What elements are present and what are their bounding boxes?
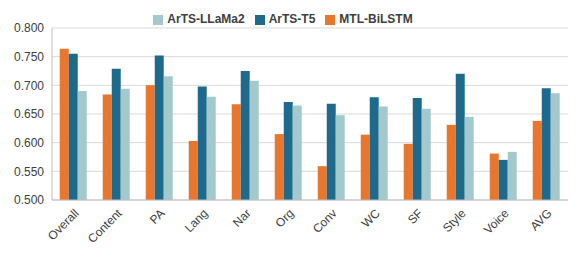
svg-text:SF: SF [405, 206, 426, 227]
svg-text:0.650: 0.650 [14, 107, 44, 121]
svg-text:Content: Content [85, 206, 125, 246]
svg-text:0.700: 0.700 [14, 79, 44, 93]
svg-text:PA: PA [147, 206, 168, 227]
svg-text:AVG: AVG [527, 206, 554, 233]
html-text:ArTS-LLaMa2: ArTS-LLaMa2 [167, 12, 245, 26]
svg-text:0.750: 0.750 [14, 50, 44, 64]
svg-text:Lang: Lang [182, 206, 211, 235]
html-text:MTL-BiLSTM: MTL-BiLSTM [339, 12, 413, 26]
svg-text:Org: Org [273, 206, 297, 230]
svg-text:Nar: Nar [230, 206, 254, 230]
svg-text:Overall: Overall [45, 206, 82, 243]
svg-text:0.500: 0.500 [14, 193, 44, 207]
svg-text:0.600: 0.600 [14, 136, 44, 150]
svg-text:Voice: Voice [481, 206, 512, 237]
svg-text:0.550: 0.550 [14, 165, 44, 179]
svg-text:WC: WC [359, 206, 383, 230]
svg-text:Conv: Conv [310, 206, 340, 236]
svg-text:Style: Style [440, 206, 469, 235]
svg-text:0.800: 0.800 [14, 21, 44, 35]
html-text:ArTS-T5: ArTS-T5 [268, 12, 316, 26]
